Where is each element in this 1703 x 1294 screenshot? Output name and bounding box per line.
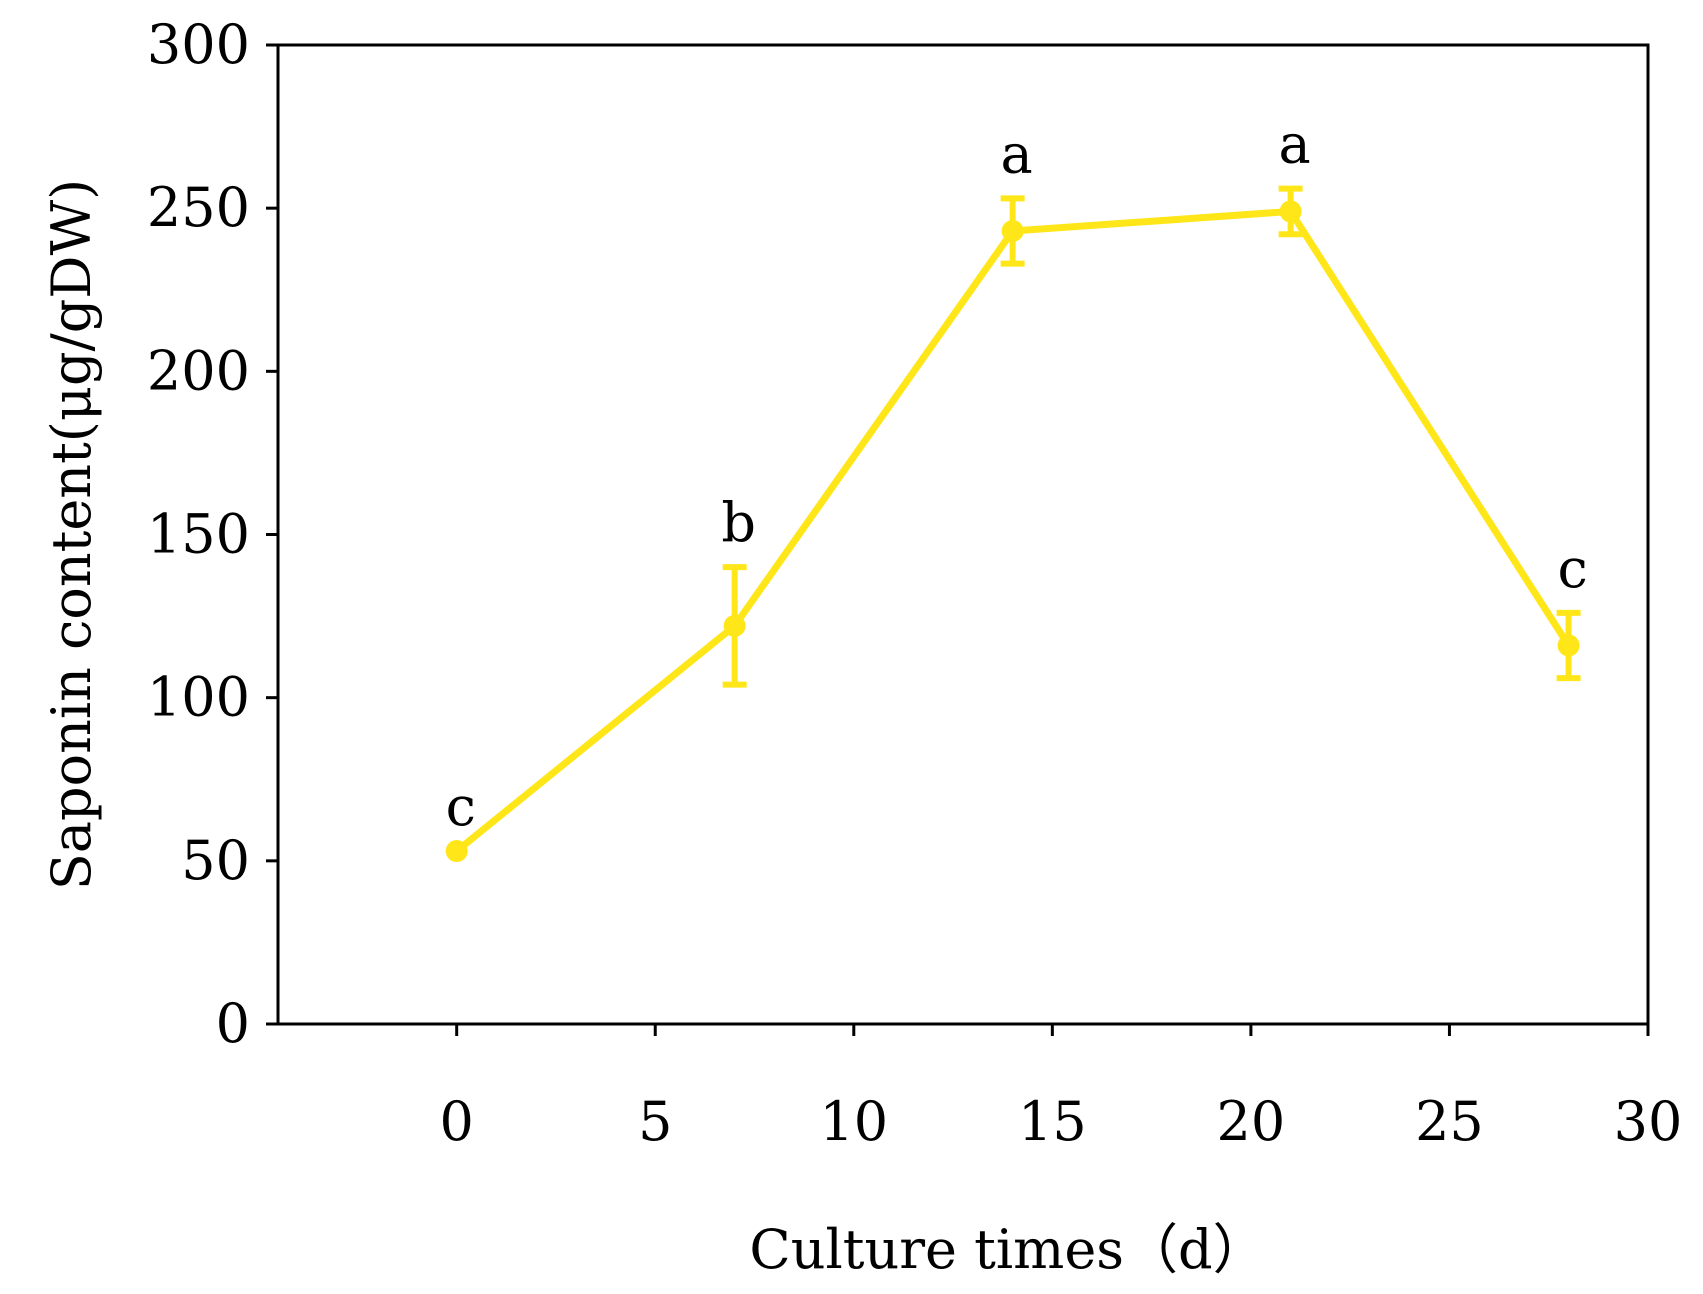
y-tick-label: 100 (147, 666, 250, 729)
data-point (723, 614, 746, 637)
data-point (445, 840, 468, 863)
significance-label: c (446, 775, 476, 838)
series-line (454, 207, 1572, 854)
y-tick-label: 0 (216, 992, 250, 1055)
significance-label: c (1557, 537, 1587, 600)
x-tick-label: 30 (1614, 1090, 1683, 1153)
x-tick-label: 5 (638, 1090, 672, 1153)
data-point (1557, 634, 1580, 657)
plot-frame (276, 43, 1650, 1026)
significance-label: a (1279, 113, 1311, 176)
x-tick-label: 20 (1217, 1090, 1286, 1153)
y-axis-title: Saponin content(μg/gDW) (40, 179, 103, 890)
significance-label: a (1001, 122, 1033, 185)
x-tick-label: 15 (1018, 1090, 1087, 1153)
significance-label: b (721, 491, 756, 554)
x-tick-label: 0 (440, 1090, 474, 1153)
x-tick-label: 10 (819, 1090, 888, 1153)
y-tick-label: 50 (181, 829, 250, 892)
y-tick-label: 250 (147, 176, 250, 239)
x-tick-label: 25 (1415, 1090, 1484, 1153)
data-point (1001, 220, 1024, 243)
plot-area: 0 50 100 150 200 250 300 0 5 10 15 20 25 30 c b a a c (147, 13, 1682, 1153)
y-tick-label: 300 (147, 13, 250, 76)
y-tick-label: 150 (147, 503, 250, 566)
x-axis-title: Culture times（d） (749, 1218, 1266, 1281)
data-point (1279, 200, 1302, 223)
y-tick-label: 200 (147, 339, 250, 402)
